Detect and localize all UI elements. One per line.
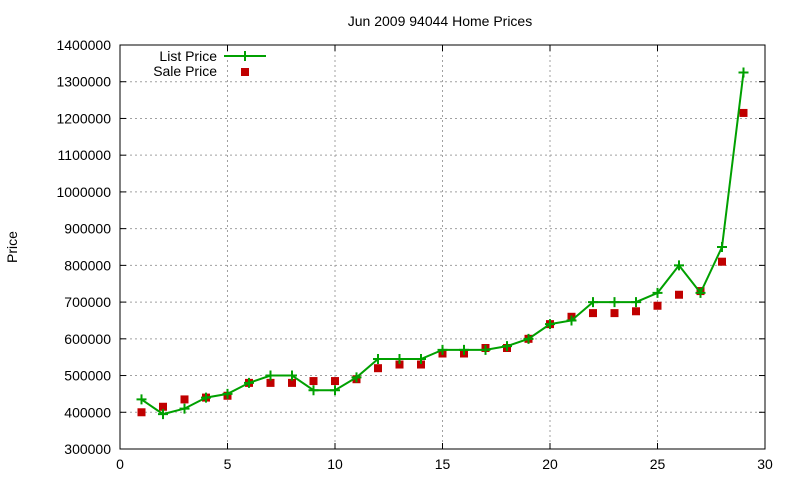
list-price-point bbox=[244, 377, 254, 388]
list-price-point bbox=[502, 341, 512, 352]
sale-price-point bbox=[266, 378, 275, 387]
y-tick-label: 1100000 bbox=[58, 147, 112, 163]
list-price-point bbox=[631, 297, 641, 308]
list-price-point bbox=[158, 409, 168, 420]
list-price-point bbox=[201, 392, 211, 403]
sale-price-point bbox=[395, 360, 404, 369]
y-tick-label: 600000 bbox=[64, 331, 111, 347]
y-axis-label: Price bbox=[4, 231, 20, 263]
sale-price-point bbox=[718, 257, 726, 266]
x-tick-label: 10 bbox=[327, 456, 343, 472]
chart-title: Jun 2009 94044 Home Prices bbox=[348, 13, 532, 29]
list-price-line bbox=[140, 72, 745, 416]
list-price-point bbox=[459, 344, 469, 355]
x-tick-label: 15 bbox=[435, 456, 451, 472]
list-price-point bbox=[674, 260, 684, 271]
sale-price-point bbox=[653, 301, 662, 310]
y-tick-label: 400000 bbox=[64, 404, 111, 420]
sale-price-point bbox=[374, 364, 382, 373]
list-price-point bbox=[695, 287, 706, 298]
list-price-point bbox=[179, 403, 190, 414]
list-price-point bbox=[652, 287, 663, 298]
list-price-point bbox=[437, 344, 448, 355]
y-tick-label: 1300000 bbox=[56, 74, 111, 90]
legend-marker-sale-price bbox=[241, 68, 249, 76]
sale-price-point bbox=[632, 307, 640, 316]
sale-price-point bbox=[417, 360, 425, 369]
y-tick-label: 700000 bbox=[64, 294, 111, 310]
list-price-point bbox=[265, 370, 276, 381]
series bbox=[136, 67, 749, 420]
y-tick-label: 300000 bbox=[64, 441, 111, 457]
legend-label-list-price: List Price bbox=[159, 48, 217, 64]
legend-label-sale-price: Sale Price bbox=[153, 63, 217, 79]
sale-price-point bbox=[180, 395, 189, 404]
axis-ticks: 0 5 10 15 20 25 30 300000 400000 500000 600000 7000… bbox=[56, 37, 773, 472]
y-tick-label: 1400000 bbox=[56, 37, 111, 53]
grid-lines bbox=[120, 45, 765, 449]
list-price-point bbox=[609, 297, 620, 308]
x-tick-label: 20 bbox=[542, 456, 558, 472]
list-price-point bbox=[351, 372, 362, 383]
list-price-point bbox=[136, 394, 147, 405]
sale-price-point bbox=[610, 309, 619, 318]
legend-plus-marker bbox=[240, 51, 250, 61]
list-price-point bbox=[738, 67, 749, 78]
legend-marker-list-price bbox=[240, 51, 250, 61]
sale-price-point bbox=[288, 378, 296, 387]
list-price-point bbox=[308, 385, 319, 396]
list-price-point bbox=[287, 370, 297, 381]
x-tick-label: 0 bbox=[116, 456, 124, 472]
sale-price-point bbox=[137, 408, 146, 417]
sale-price-point bbox=[675, 290, 683, 299]
list-price-point bbox=[330, 385, 340, 396]
list-price-point bbox=[717, 242, 727, 252]
x-tick-label: 25 bbox=[650, 456, 666, 472]
y-tick-label: 1000000 bbox=[56, 184, 111, 200]
list-price-point bbox=[394, 354, 405, 365]
y-tick-label: 500000 bbox=[64, 368, 111, 384]
sale-price-point bbox=[309, 377, 318, 386]
list-price-point bbox=[416, 354, 426, 365]
sale-price-point bbox=[589, 309, 597, 318]
x-tick-label: 5 bbox=[224, 456, 232, 472]
legend: List Price Sale Price bbox=[153, 48, 266, 79]
x-tick-label: 30 bbox=[757, 456, 773, 472]
list-price-point bbox=[523, 333, 534, 344]
list-price-point bbox=[373, 354, 383, 365]
sale-price-point bbox=[159, 402, 167, 411]
list-price-point bbox=[480, 344, 491, 355]
list-price-point bbox=[566, 315, 577, 326]
y-tick-label: 900000 bbox=[64, 221, 111, 237]
y-tick-label: 800000 bbox=[64, 257, 111, 273]
list-price-point bbox=[222, 388, 233, 399]
list-price-point bbox=[588, 297, 598, 308]
legend-square-marker bbox=[241, 68, 249, 76]
list-price-point bbox=[545, 319, 555, 330]
y-tick-label: 1200000 bbox=[56, 110, 111, 126]
sale-price-point bbox=[739, 108, 748, 117]
sale-price-point bbox=[331, 377, 339, 386]
